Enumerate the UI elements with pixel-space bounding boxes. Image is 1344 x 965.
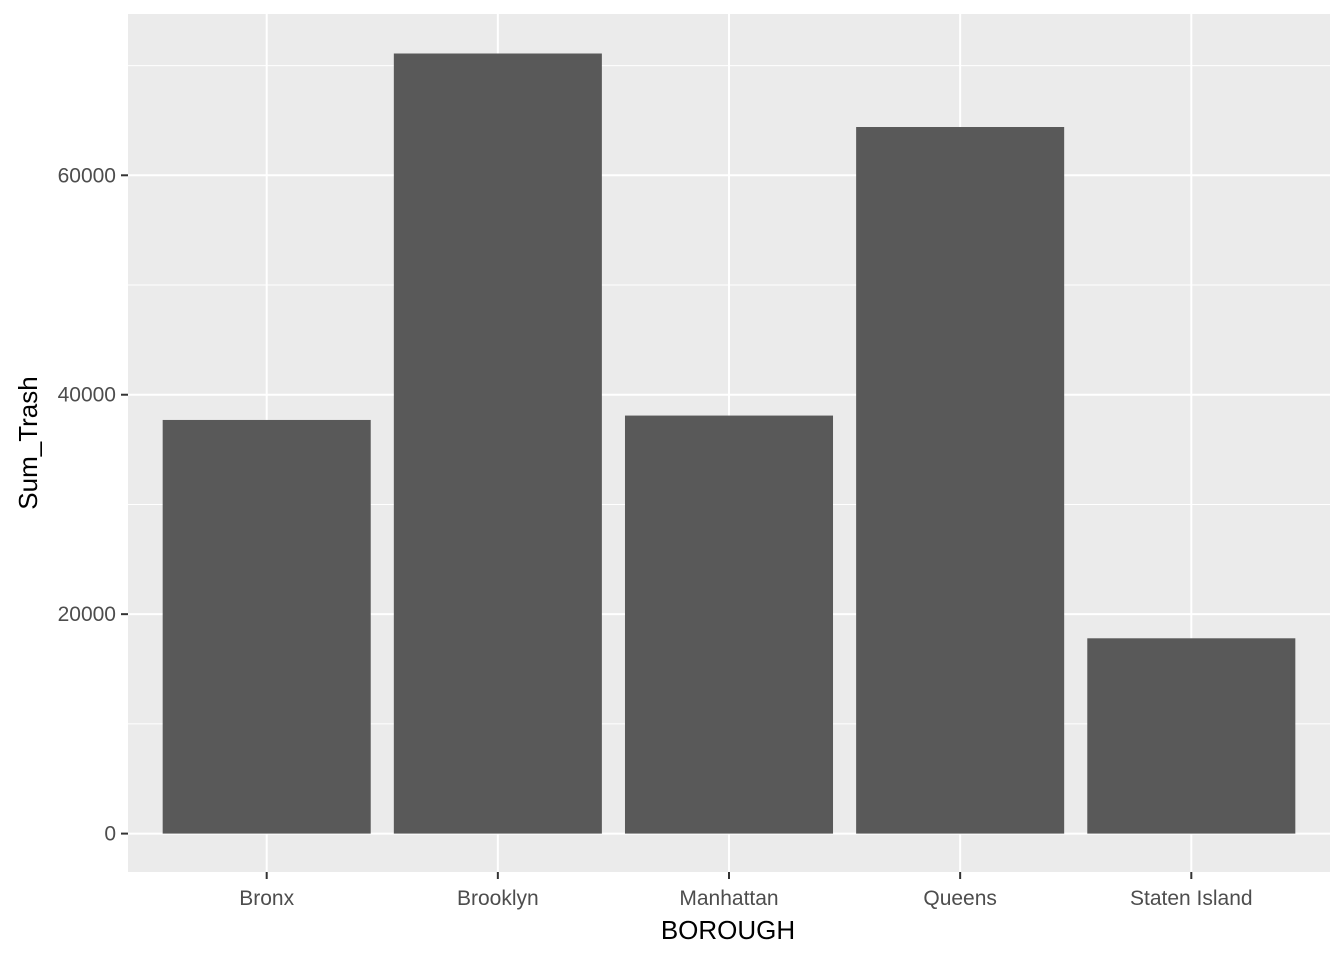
bars <box>162 53 1296 834</box>
bar-queens <box>856 127 1065 834</box>
x-axis-title: BOROUGH <box>661 915 795 945</box>
bar-manhattan <box>624 415 834 834</box>
x-tick-label: Queens <box>923 887 997 910</box>
y-tick-label: 60000 <box>58 164 116 187</box>
x-tick-label: Brooklyn <box>457 887 539 910</box>
y-tick-label: 0 <box>104 823 116 846</box>
y-tick-label: 40000 <box>58 384 116 407</box>
x-axis-ticks: Bronx Brooklyn Manhattan Queens Staten Islan… <box>239 872 1253 910</box>
y-axis-title: Sum_Trash <box>13 376 43 509</box>
y-tick-label: 20000 <box>58 603 116 626</box>
y-axis-ticks: 0 20000 40000 60000 <box>58 164 128 846</box>
bar-staten-island <box>1087 638 1296 834</box>
x-tick-label: Manhattan <box>679 887 778 910</box>
x-tick-label: Bronx <box>239 887 294 910</box>
x-tick-label: Staten Island <box>1130 887 1253 910</box>
bar-bronx <box>162 419 371 834</box>
bar-brooklyn <box>393 53 602 834</box>
